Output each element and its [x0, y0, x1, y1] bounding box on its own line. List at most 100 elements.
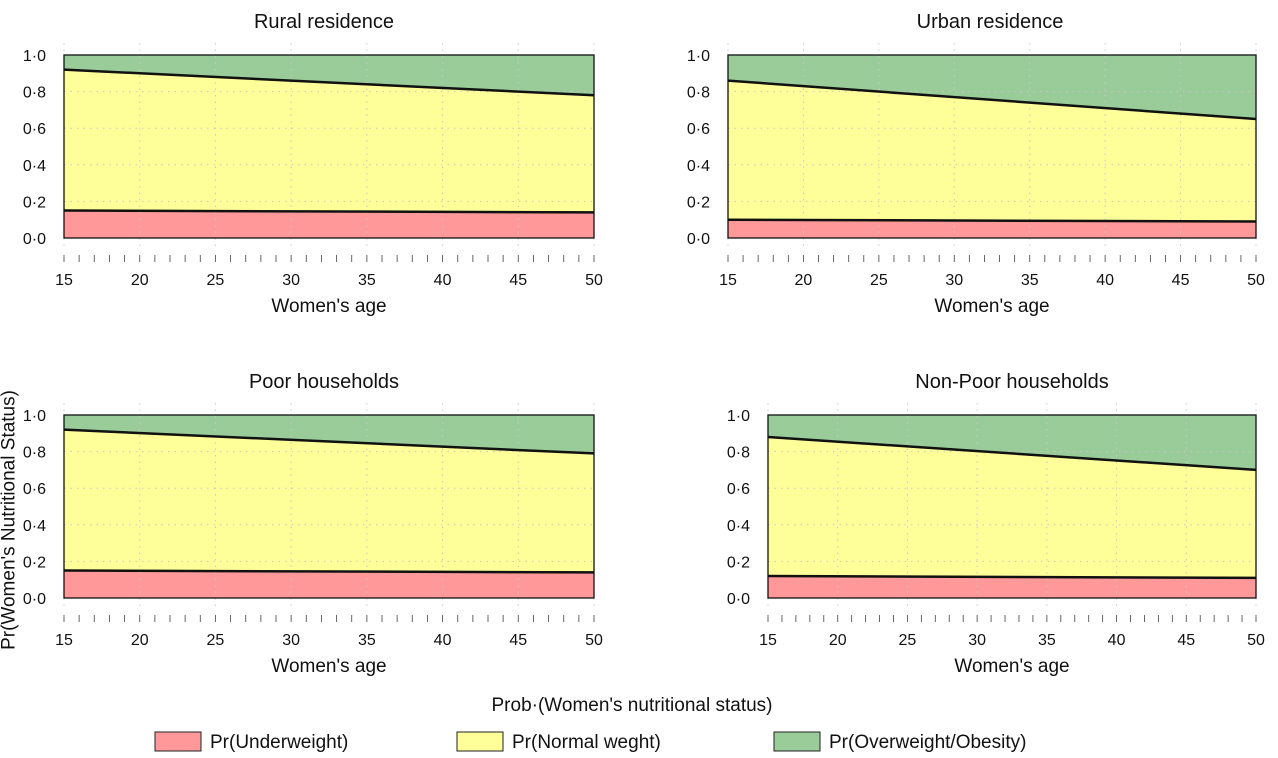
- band-underweight: [768, 576, 1256, 598]
- legend-swatch-overweight-obesity: [773, 731, 821, 752]
- panel-title: Poor households: [249, 371, 399, 393]
- boundary-line-normal-weight: [767, 435, 1257, 472]
- x-tick-label: 25: [207, 632, 225, 649]
- y-tick-label: 0·6: [727, 481, 750, 498]
- band-overweight-obesity: [768, 415, 1256, 470]
- y-tick-label: 1·0: [23, 48, 46, 65]
- boundary-line-underweight: [767, 574, 1257, 580]
- band-normal-weight: [64, 429, 594, 573]
- chart-panels: Rural residence 0·0 0·2 0·4 0·6 0·8 1·0 15 20 25 3…: [23, 11, 1265, 677]
- y-tick-label: 0·0: [727, 591, 750, 608]
- x-tick-label: 45: [1177, 632, 1195, 649]
- x-tick-label: 50: [1247, 632, 1265, 649]
- x-tick-label: 50: [585, 632, 603, 649]
- y-tick-label: 1·0: [727, 408, 750, 425]
- x-tick-label: 15: [55, 272, 73, 289]
- legend-label-normal-weight: Pr(Normal weght): [512, 732, 661, 753]
- boundary-line-normal-weight: [727, 79, 1257, 121]
- panel-title: Non-Poor households: [915, 371, 1108, 393]
- x-tick-label: 20: [131, 632, 149, 649]
- x-tick-label: 35: [1021, 272, 1039, 289]
- x-tick-label: 35: [1038, 632, 1056, 649]
- y-tick-label: 0·0: [23, 591, 46, 608]
- legend-label-overweight-obesity: Pr(Overweight/Obesity): [829, 732, 1026, 753]
- x-tick-label: 20: [795, 272, 813, 289]
- legend-label-underweight: Pr(Underweight): [210, 732, 348, 753]
- y-tick-label: 0·0: [687, 231, 710, 248]
- y-tick-label: 0·2: [23, 554, 46, 571]
- x-tick-label: 35: [358, 272, 376, 289]
- y-tick-label: 0·8: [23, 445, 46, 462]
- y-tick-label: 0·4: [687, 158, 710, 175]
- y-tick-label: 0·6: [23, 121, 46, 138]
- x-tick-label: 25: [899, 632, 917, 649]
- panel-title: Urban residence: [917, 11, 1064, 33]
- x-tick-label: 30: [968, 632, 986, 649]
- plot-frame: [63, 414, 595, 599]
- panel-title: Rural residence: [254, 11, 394, 33]
- x-tick-label: 40: [1108, 632, 1126, 649]
- y-tick-label: 0·8: [23, 85, 46, 102]
- x-tick-label: 45: [1172, 272, 1190, 289]
- legend: Pr(Underweight) Pr(Normal weght) Pr(Over…: [154, 731, 1026, 753]
- x-tick-label: 50: [585, 272, 603, 289]
- x-tick-label: 15: [55, 632, 73, 649]
- plot-frame: [767, 414, 1257, 599]
- x-tick-label: 25: [870, 272, 888, 289]
- x-tick-label: 15: [719, 272, 737, 289]
- x-tick-label: 15: [759, 632, 777, 649]
- band-overweight-obesity: [728, 55, 1256, 120]
- chart-panel: Urban residence 0·0 0·2 0·4 0·6 0·8 1·0 15 20 25 3…: [687, 11, 1265, 317]
- x-tick-label: 40: [434, 632, 452, 649]
- chart-panel: Poor households 0·0 0·2 0·4 0·6 0·8 1·0 15 20 25 3…: [23, 371, 603, 677]
- legend-item-normal-weight: Pr(Normal weght): [456, 731, 661, 753]
- chart-panel: Non-Poor households 0·0 0·2 0·4 0·6 0·8 1·0 15 2…: [727, 371, 1265, 677]
- band-overweight-obesity: [64, 55, 594, 96]
- shared-y-axis-title: Pr(Women's Nutritional Status): [0, 390, 20, 650]
- boundary-line-underweight: [63, 209, 595, 214]
- y-tick-label: 0·2: [687, 194, 710, 211]
- x-tick-label: 40: [1096, 272, 1114, 289]
- x-axis-title: Women's age: [954, 656, 1069, 677]
- x-tick-label: 30: [945, 272, 963, 289]
- x-tick-label: 50: [1247, 272, 1265, 289]
- y-tick-label: 0·8: [687, 85, 710, 102]
- chart-panel: Rural residence 0·0 0·2 0·4 0·6 0·8 1·0 15 20 25 3…: [23, 11, 603, 317]
- x-tick-label: 30: [282, 272, 300, 289]
- band-underweight: [64, 570, 594, 598]
- y-tick-label: 0·6: [23, 481, 46, 498]
- y-tick-label: 0·6: [687, 121, 710, 138]
- boundary-line-underweight: [63, 569, 595, 574]
- boundary-line-underweight: [727, 218, 1257, 223]
- legend-item-overweight-obesity: Pr(Overweight/Obesity): [773, 731, 1026, 753]
- band-normal-weight: [768, 436, 1256, 578]
- band-normal-weight: [64, 69, 594, 213]
- x-tick-label: 45: [509, 272, 527, 289]
- x-tick-label: 30: [282, 632, 300, 649]
- x-tick-label: 20: [829, 632, 847, 649]
- band-underweight: [64, 210, 594, 238]
- y-tick-label: 0·4: [23, 158, 46, 175]
- band-overweight-obesity: [64, 415, 594, 454]
- y-tick-label: 0·4: [727, 518, 750, 535]
- y-tick-label: 0·0: [23, 231, 46, 248]
- y-tick-label: 0·2: [727, 554, 750, 571]
- band-normal-weight: [728, 80, 1256, 222]
- x-tick-label: 25: [207, 272, 225, 289]
- band-underweight: [728, 219, 1256, 238]
- x-tick-label: 20: [131, 272, 149, 289]
- boundary-line-normal-weight: [63, 428, 595, 455]
- x-tick-label: 40: [434, 272, 452, 289]
- y-tick-label: 0·8: [727, 445, 750, 462]
- x-tick-label: 35: [358, 632, 376, 649]
- legend-swatch-normal-weight: [456, 731, 504, 752]
- plot-frame: [727, 54, 1257, 239]
- plot-frame: [63, 54, 595, 239]
- boundary-line-normal-weight: [63, 68, 595, 97]
- legend-title: Prob·(Women's nutritional status): [492, 695, 773, 716]
- x-axis-title: Women's age: [934, 296, 1049, 317]
- y-tick-label: 0·4: [23, 518, 46, 535]
- legend-item-underweight: Pr(Underweight): [154, 731, 348, 753]
- y-tick-label: 1·0: [687, 48, 710, 65]
